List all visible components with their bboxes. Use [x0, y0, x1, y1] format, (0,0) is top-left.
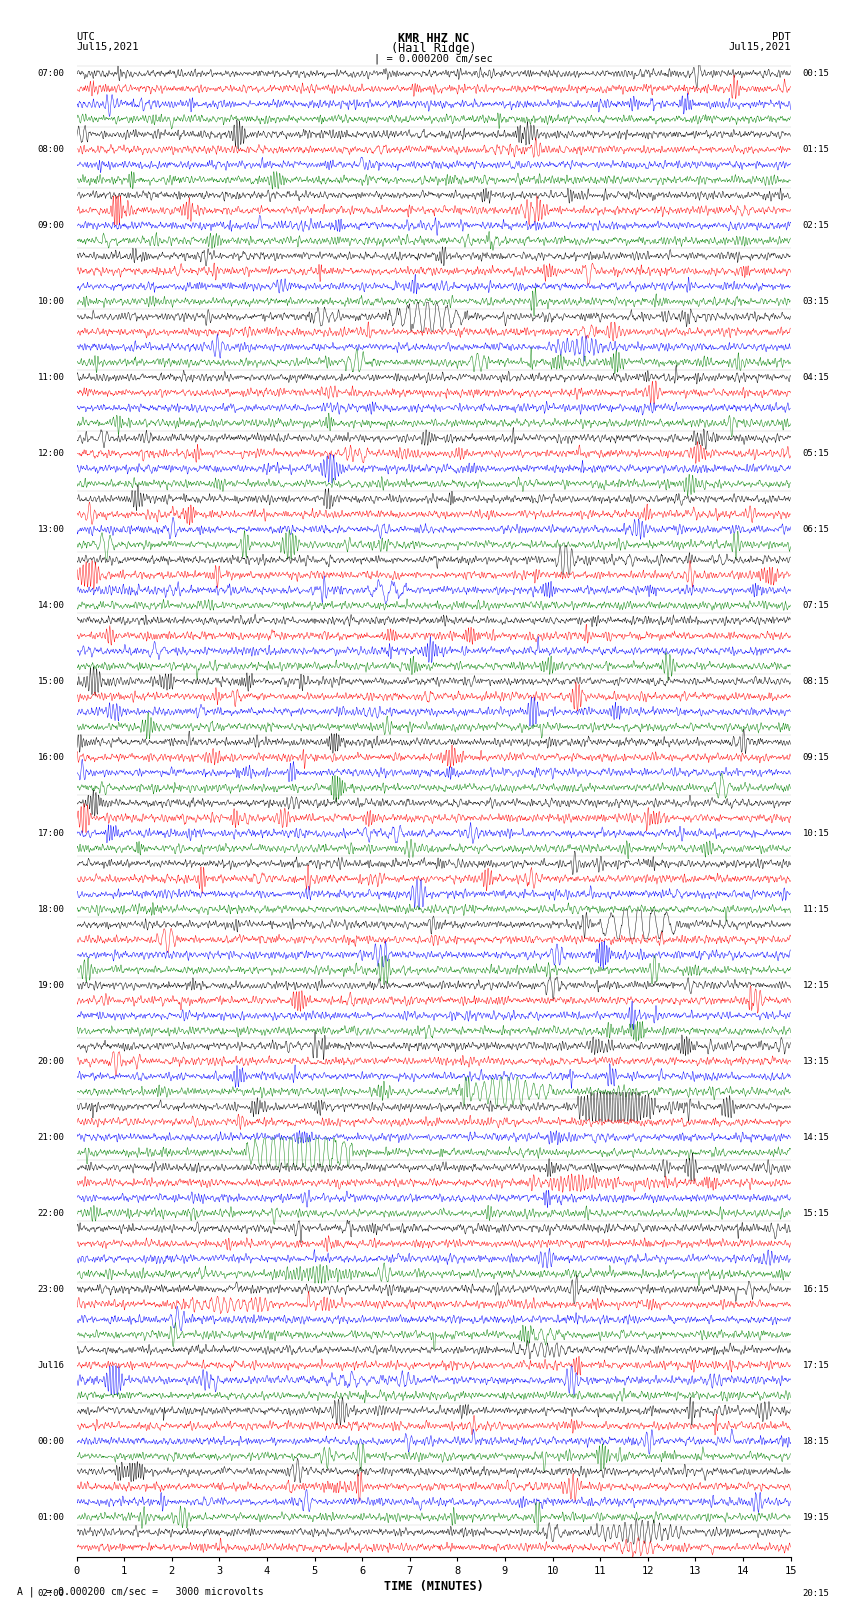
Text: (Hail Ridge): (Hail Ridge) [391, 42, 476, 55]
Text: 14:00: 14:00 [37, 602, 65, 610]
Text: Jul16: Jul16 [37, 1361, 65, 1369]
Text: A |  = 0.000200 cm/sec =   3000 microvolts: A | = 0.000200 cm/sec = 3000 microvolts [17, 1586, 264, 1597]
Text: 11:00: 11:00 [37, 373, 65, 382]
Text: 14:15: 14:15 [802, 1132, 830, 1142]
Text: 10:00: 10:00 [37, 297, 65, 306]
Text: 23:00: 23:00 [37, 1284, 65, 1294]
Text: 08:00: 08:00 [37, 145, 65, 155]
Text: 08:15: 08:15 [802, 677, 830, 686]
Text: 18:00: 18:00 [37, 905, 65, 915]
Text: 00:15: 00:15 [802, 69, 830, 77]
Text: 19:15: 19:15 [802, 1513, 830, 1521]
Text: 21:00: 21:00 [37, 1132, 65, 1142]
Text: 18:15: 18:15 [802, 1437, 830, 1445]
Text: 20:00: 20:00 [37, 1057, 65, 1066]
Text: 20:15: 20:15 [802, 1589, 830, 1597]
Text: 16:15: 16:15 [802, 1284, 830, 1294]
Text: 02:00: 02:00 [37, 1589, 65, 1597]
X-axis label: TIME (MINUTES): TIME (MINUTES) [383, 1579, 484, 1592]
Text: 13:00: 13:00 [37, 524, 65, 534]
Text: 05:15: 05:15 [802, 448, 830, 458]
Text: 17:00: 17:00 [37, 829, 65, 837]
Text: 00:00: 00:00 [37, 1437, 65, 1445]
Text: | = 0.000200 cm/sec: | = 0.000200 cm/sec [374, 53, 493, 65]
Text: 22:00: 22:00 [37, 1208, 65, 1218]
Text: 01:15: 01:15 [802, 145, 830, 155]
Text: 07:00: 07:00 [37, 69, 65, 77]
Text: 07:15: 07:15 [802, 602, 830, 610]
Text: 09:15: 09:15 [802, 753, 830, 761]
Text: 12:00: 12:00 [37, 448, 65, 458]
Text: 19:00: 19:00 [37, 981, 65, 990]
Text: 12:15: 12:15 [802, 981, 830, 990]
Text: Jul15,2021: Jul15,2021 [76, 42, 139, 52]
Text: UTC: UTC [76, 32, 95, 42]
Text: Jul15,2021: Jul15,2021 [728, 42, 791, 52]
Text: 17:15: 17:15 [802, 1361, 830, 1369]
Text: 09:00: 09:00 [37, 221, 65, 231]
Text: KMR HHZ NC: KMR HHZ NC [398, 32, 469, 45]
Text: 02:15: 02:15 [802, 221, 830, 231]
Text: 10:15: 10:15 [802, 829, 830, 837]
Text: 06:15: 06:15 [802, 524, 830, 534]
Text: 11:15: 11:15 [802, 905, 830, 915]
Text: PDT: PDT [772, 32, 791, 42]
Text: 04:15: 04:15 [802, 373, 830, 382]
Text: 15:00: 15:00 [37, 677, 65, 686]
Text: 16:00: 16:00 [37, 753, 65, 761]
Text: 13:15: 13:15 [802, 1057, 830, 1066]
Text: 01:00: 01:00 [37, 1513, 65, 1521]
Text: 03:15: 03:15 [802, 297, 830, 306]
Text: 15:15: 15:15 [802, 1208, 830, 1218]
